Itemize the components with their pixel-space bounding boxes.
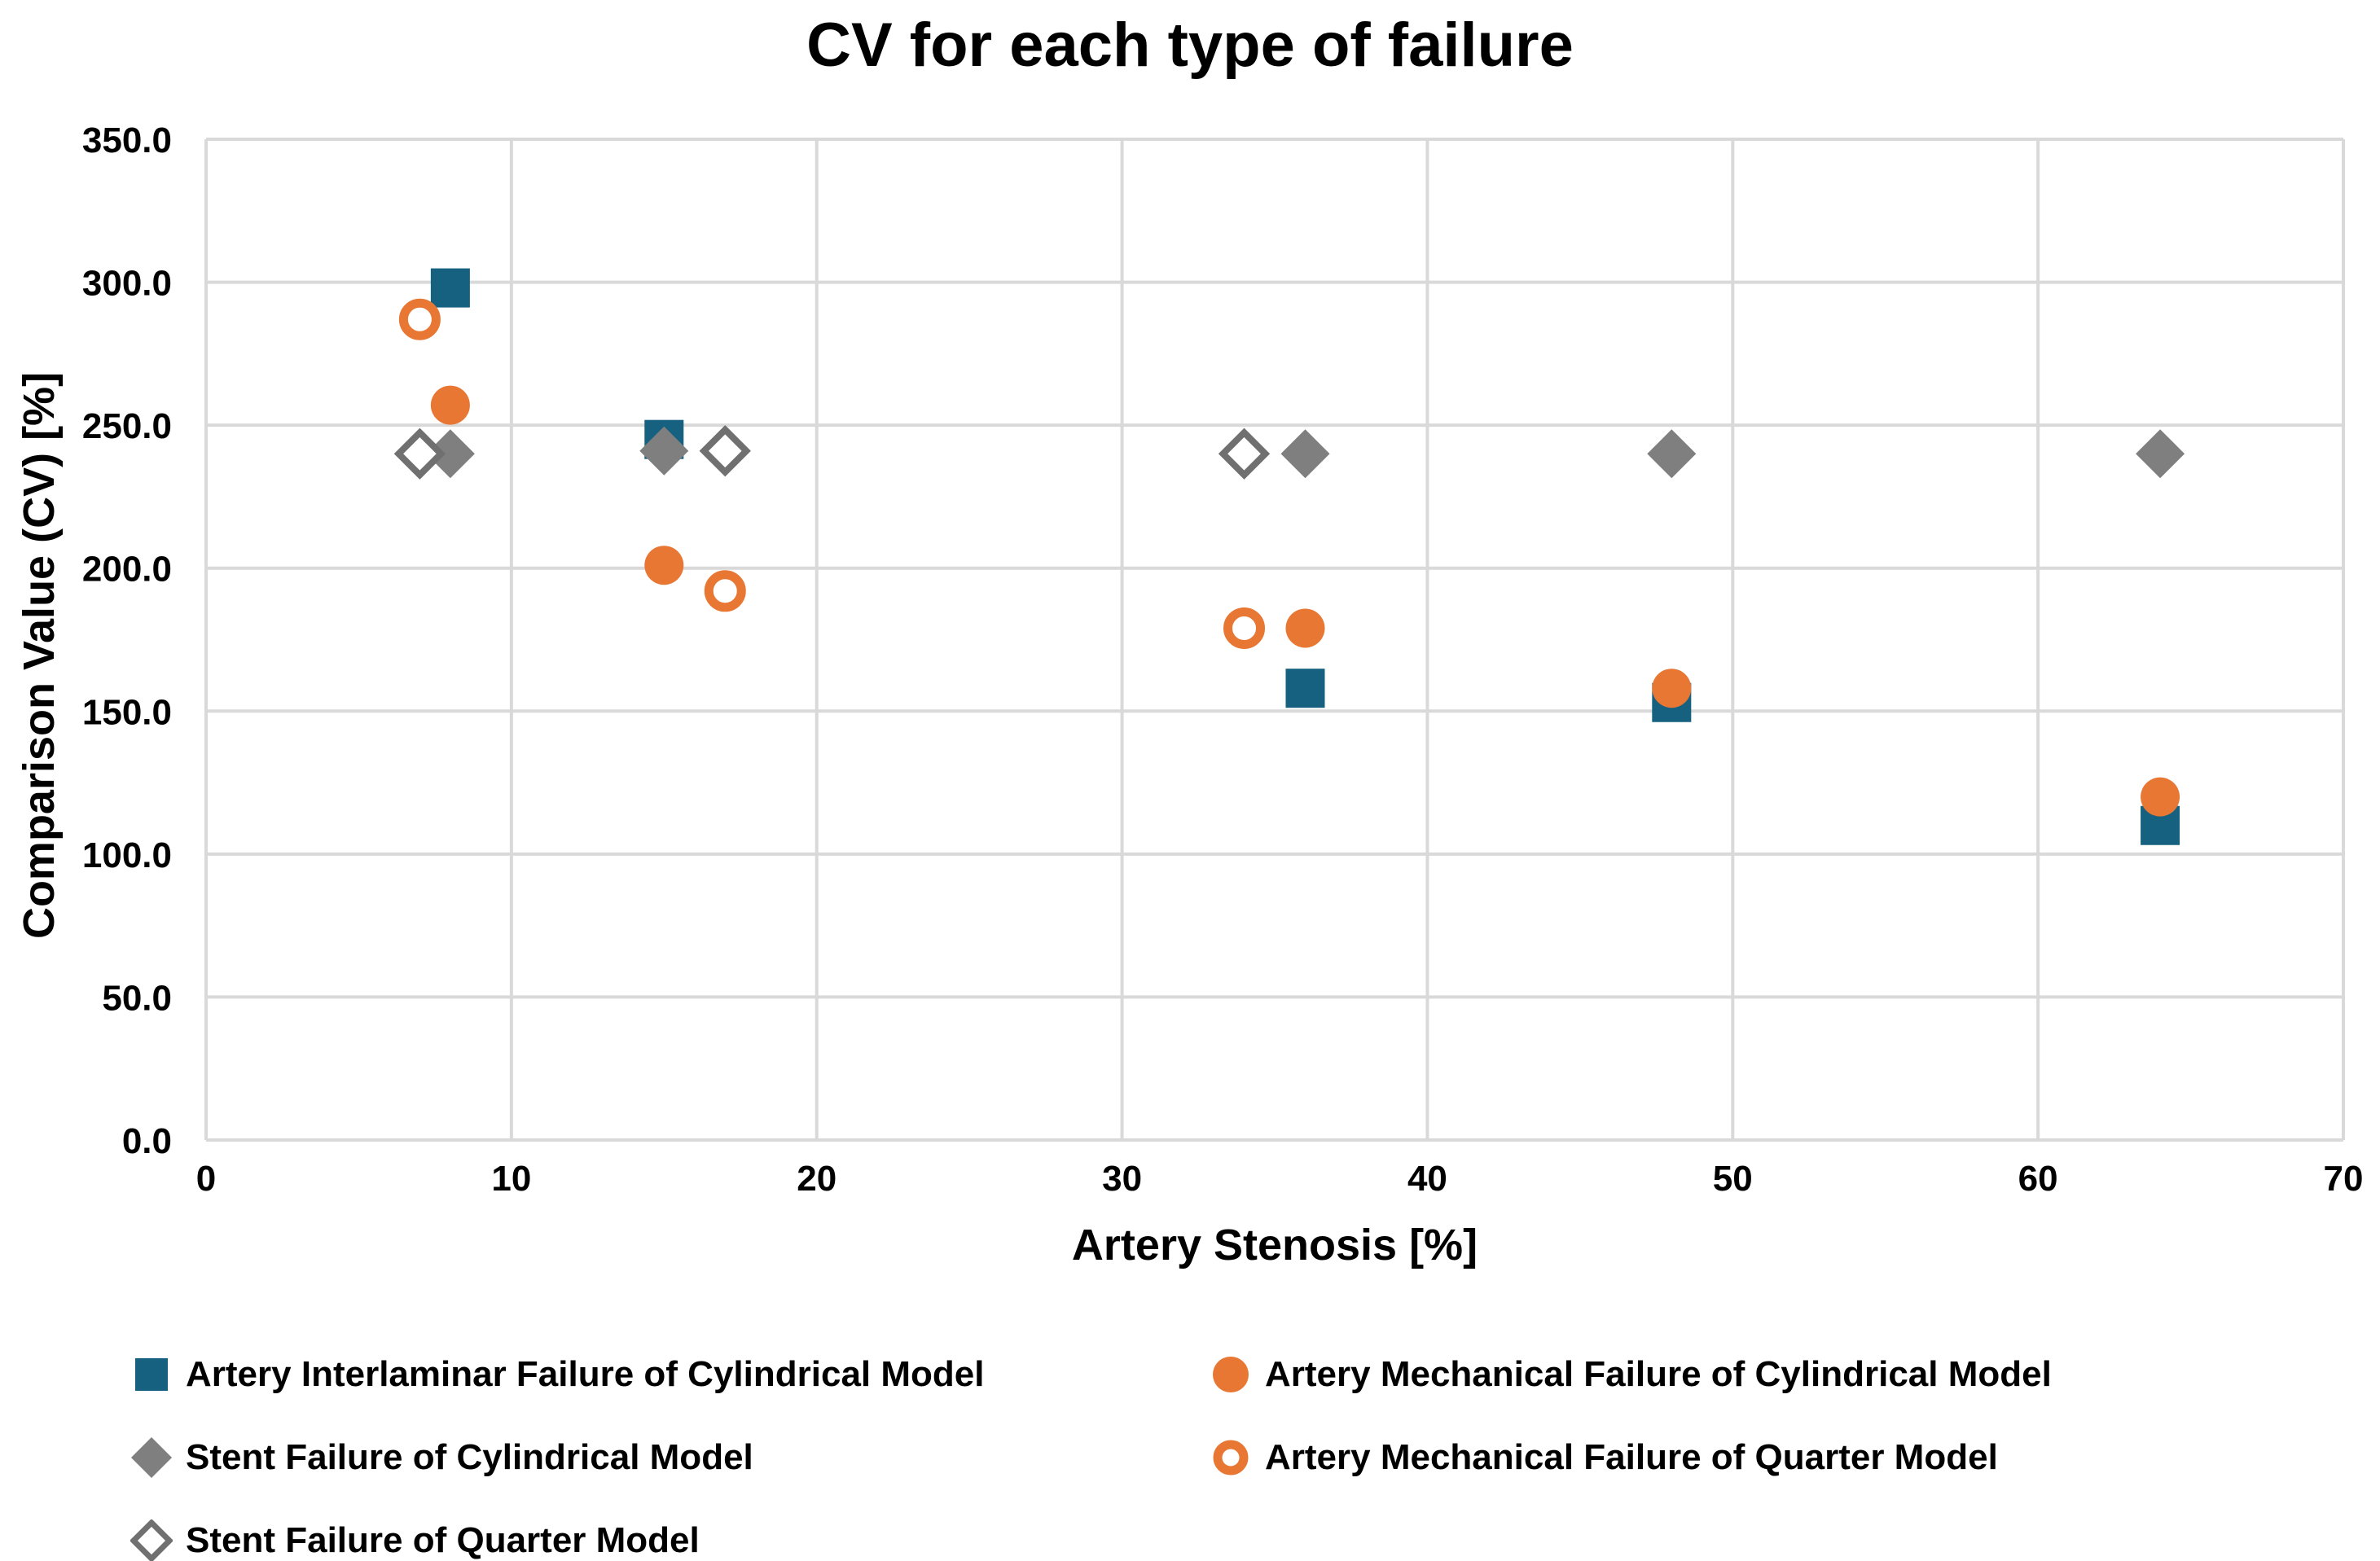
circle-filled-icon	[1213, 1357, 1249, 1392]
y-tick-label: 200.0	[82, 550, 172, 590]
x-tick-label: 20	[797, 1159, 837, 1199]
legend-item-stent-cylindrical: Stent Failure of Cylindrical Model	[130, 1436, 753, 1479]
data-point-square	[1285, 669, 1325, 708]
y-tick-label: 250.0	[82, 406, 172, 446]
data-point-circle	[430, 385, 470, 425]
data-point-diamond	[1647, 429, 1697, 479]
legend-item-mechanical-quarter: Artery Mechanical Failure of Quarter Mod…	[1210, 1436, 1998, 1479]
data-point-circle	[2141, 777, 2180, 817]
data-point-diamond	[425, 429, 475, 479]
data-point-open-circle	[1223, 607, 1266, 649]
y-tick-label: 50.0	[102, 978, 172, 1018]
data-point-open-diamond	[699, 425, 751, 477]
y-tick-label: 0.0	[122, 1121, 172, 1161]
y-tick-label: 150.0	[82, 692, 172, 732]
x-tick-label: 70	[2324, 1159, 2364, 1199]
data-point-circle	[1652, 669, 1692, 708]
data-point-open-circle	[398, 298, 441, 340]
data-point-open-circle	[704, 570, 746, 612]
y-axis-title: Comparison Value (CV) [%]	[15, 371, 64, 940]
data-point-circle	[644, 546, 684, 585]
chart-title: CV for each type of failure	[806, 11, 1574, 80]
circle-open-icon	[1213, 1440, 1249, 1475]
data-point-open-diamond	[1218, 428, 1271, 480]
y-tick-label: 350.0	[82, 121, 172, 160]
data-point-square	[430, 268, 470, 308]
x-tick-label: 0	[196, 1159, 216, 1199]
data-point-diamond	[2136, 429, 2185, 479]
legend-label: Artery Mechanical Failure of Cylindrical…	[1265, 1354, 2052, 1394]
legend-label: Stent Failure of Cylindrical Model	[186, 1437, 753, 1477]
x-tick-label: 40	[1407, 1159, 1447, 1199]
x-tick-label: 30	[1102, 1159, 1142, 1199]
data-point-diamond	[639, 426, 689, 476]
legend-item-interlaminar-cylindrical: Artery Interlaminar Failure of Cylindric…	[130, 1353, 984, 1396]
x-tick-label: 60	[2018, 1159, 2058, 1199]
x-tick-label: 50	[1713, 1159, 1753, 1199]
y-tick-label: 300.0	[82, 264, 172, 304]
x-tick-label: 10	[491, 1159, 531, 1199]
data-point-diamond	[1280, 429, 1330, 479]
legend-item-mechanical-cylindrical: Artery Mechanical Failure of Cylindrical…	[1210, 1353, 2052, 1396]
legend-label: Artery Interlaminar Failure of Cylindric…	[186, 1354, 985, 1394]
square-filled-icon	[135, 1358, 168, 1391]
diamond-open-icon	[130, 1519, 173, 1561]
legend-label: Stent Failure of Quarter Model	[186, 1520, 700, 1560]
y-tick-label: 100.0	[82, 835, 172, 875]
legend-label: Artery Mechanical Failure of Quarter Mod…	[1265, 1437, 1998, 1477]
x-axis-title: Artery Stenosis [%]	[1071, 1221, 1478, 1269]
data-point-circle	[1285, 608, 1325, 648]
legend-item-stent-quarter: Stent Failure of Quarter Model	[130, 1519, 700, 1561]
data-point-open-diamond	[393, 428, 446, 480]
diamond-filled-icon	[131, 1437, 172, 1478]
